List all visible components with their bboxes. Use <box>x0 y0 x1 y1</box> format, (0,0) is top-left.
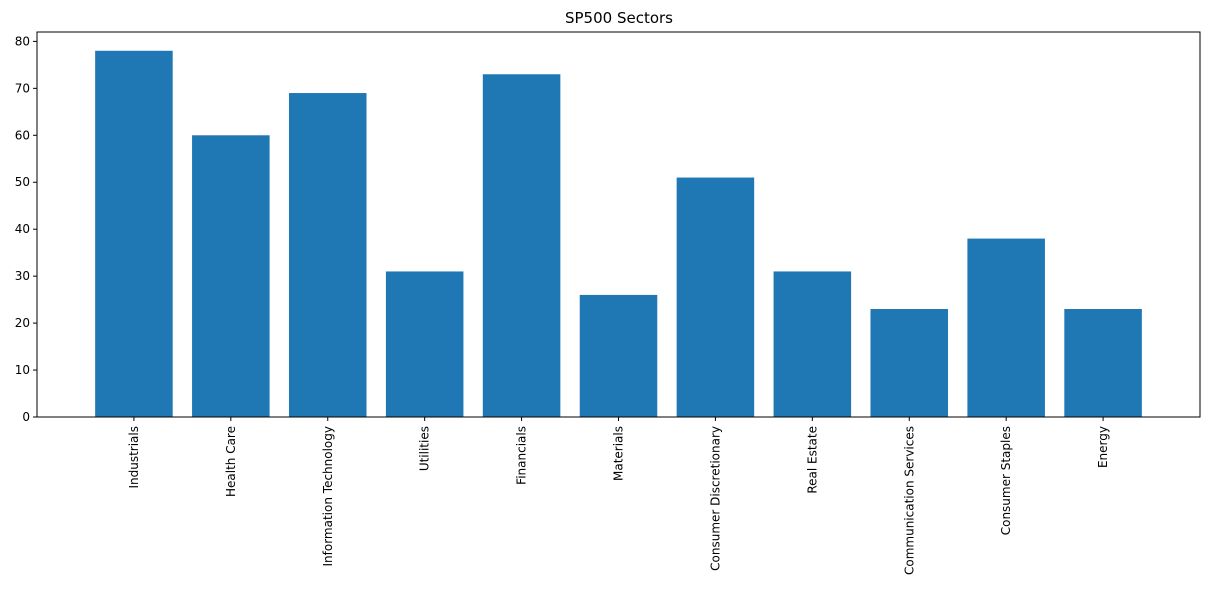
bar-communication-services <box>870 309 949 417</box>
x-tick-label: Communication Services <box>902 426 916 575</box>
chart-title: SP500 Sectors <box>565 9 673 27</box>
y-tick-label: 30 <box>15 269 30 283</box>
x-tick-label: Financials <box>515 426 529 485</box>
x-tick-label: Real Estate <box>805 426 819 494</box>
x-tick-label: Energy <box>1096 426 1110 468</box>
x-tick-label: Information Technology <box>321 426 335 567</box>
bar-industrials <box>95 50 173 417</box>
bars-layer <box>95 50 1142 418</box>
x-tick-label: Materials <box>612 426 626 481</box>
x-tick-label: Consumer Discretionary <box>708 426 722 571</box>
bar-utilities <box>385 271 464 417</box>
bar-materials <box>579 294 658 417</box>
y-axis: 0 10 20 30 40 50 60 70 80 <box>15 34 37 424</box>
y-tick-label: 20 <box>15 316 30 330</box>
y-tick-label: 40 <box>15 222 30 236</box>
bar-energy <box>1064 309 1142 417</box>
y-tick-label: 80 <box>15 34 30 48</box>
bar-real-estate <box>773 271 852 417</box>
y-tick-label: 60 <box>15 128 30 142</box>
y-tick-label: 10 <box>15 363 30 377</box>
plot-frame <box>36 31 1201 418</box>
x-tick-label: Industrials <box>127 426 141 489</box>
y-tick-label: 0 <box>22 410 30 424</box>
bar-information-technology <box>288 93 367 417</box>
y-tick-label: 50 <box>15 175 30 189</box>
x-tick-label: Utilities <box>418 426 432 471</box>
x-tick-label: Health Care <box>224 426 238 497</box>
x-tick-label: Consumer Staples <box>999 426 1013 535</box>
bar-financials <box>482 74 561 417</box>
bar-health-care <box>192 135 270 418</box>
x-axis: Industrials Health Care Information Techno… <box>127 417 1110 575</box>
bar-consumer-discretionary <box>676 177 755 417</box>
y-tick-label: 70 <box>15 81 30 95</box>
bar-consumer-staples <box>967 238 1045 417</box>
